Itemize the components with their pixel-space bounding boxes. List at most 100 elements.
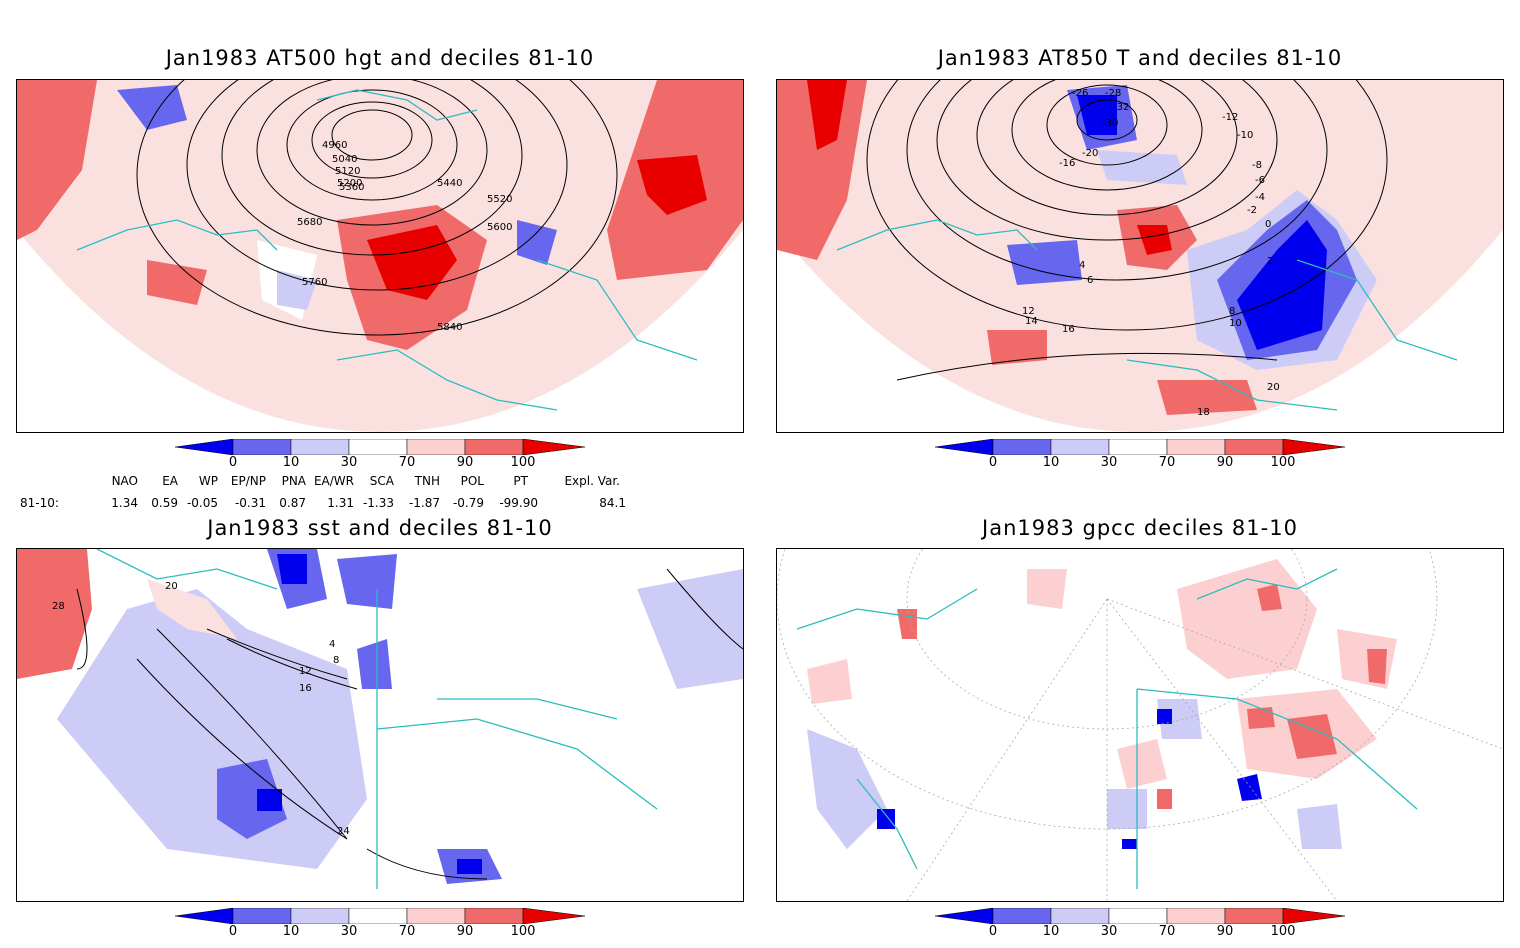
colorbar-tick: 100 (1270, 924, 1296, 939)
index-header: Expl. Var. (564, 474, 620, 488)
contour-label: -30 (1102, 118, 1118, 129)
contour-label: 8 (333, 655, 339, 666)
colorbar-tick: 0 (988, 455, 998, 470)
colorbar-tick: 100 (1270, 455, 1296, 470)
contour-label: 4960 (322, 140, 347, 151)
index-header: NAO (111, 474, 138, 488)
index-value: 1.34 (111, 496, 138, 510)
index-value: -99.90 (499, 496, 538, 510)
contour-label: -10 (1237, 130, 1253, 141)
contour-label: 16 (299, 683, 312, 694)
contour-label: 12 (1022, 306, 1035, 317)
index-value: 0.87 (279, 496, 306, 510)
index-row-label: 81-10: (20, 496, 59, 510)
index-header: PT (513, 474, 528, 488)
map-t850: -26 -28 -32 -30 -20 -16 -12 -10 -8 -6 -4… (776, 79, 1504, 433)
contour-label: 24 (337, 826, 350, 837)
contour-label: 5040 (332, 154, 357, 165)
panel-title-gpcc: Jan1983 gpcc deciles 81-10 (982, 516, 1298, 540)
colorbar-tick: 10 (1042, 455, 1060, 470)
contour-label: 4 (1079, 260, 1085, 271)
panel-title-t850: Jan1983 AT850 T and deciles 81-10 (937, 46, 1343, 70)
panel-title-hgt: Jan1983 AT500 hgt and deciles 81-10 (165, 46, 595, 70)
contour-label: -28 (1105, 88, 1121, 99)
contour-label: -2 (1247, 205, 1257, 216)
index-value: -0.05 (186, 496, 218, 510)
contour-label: 5680 (297, 217, 322, 228)
index-value: 84.1 (599, 496, 626, 510)
map-hgt: 4960 5040 5120 5200 5360 5440 5520 5600 … (16, 79, 744, 433)
contour-label: 5440 (437, 178, 462, 189)
colorbar-tick: 90 (456, 455, 474, 470)
index-header: TNH (414, 474, 440, 488)
contour-label: 5120 (335, 166, 360, 177)
contour-label: 5840 (437, 322, 462, 333)
index-value: 1.31 (327, 496, 354, 510)
contour-label: 10 (1229, 318, 1242, 329)
colorbar-tick: 90 (1216, 924, 1234, 939)
contour-label: 4 (329, 639, 335, 650)
colorbar-tick: 30 (1100, 924, 1118, 939)
colorbar-tick: 10 (282, 924, 300, 939)
colorbar-tick: 100 (510, 924, 536, 939)
contour-label: 18 (1197, 407, 1210, 418)
contour-label: 6 (1087, 275, 1093, 286)
panel-title-sst: Jan1983 sst and deciles 81-10 (207, 516, 553, 540)
contour-label: -12 (1222, 112, 1238, 123)
contour-label: -16 (1059, 158, 1075, 169)
contour-label: -6 (1255, 175, 1265, 186)
contour-label: 5760 (302, 277, 327, 288)
index-header: PNA (281, 474, 306, 488)
contour-label: 16 (1062, 324, 1075, 335)
colorbar-tick: 70 (1158, 455, 1176, 470)
map-sst: 28 20 16 12 8 4 24 (16, 548, 744, 902)
colorbar-tick: 30 (340, 924, 358, 939)
index-value: -1.33 (362, 496, 394, 510)
colorbar-tick: 30 (1100, 455, 1118, 470)
colorbar-t850: 0 10 30 70 90 100 (935, 439, 1355, 479)
contour-label: 20 (1267, 382, 1280, 393)
colorbar-tick: 90 (1216, 455, 1234, 470)
index-header: SCA (369, 474, 394, 488)
teleconnection-index-table: NAO EA WP EP/NP PNA EA/WR SCA TNH POL PT… (20, 474, 700, 516)
colorbar-tick: 0 (228, 455, 238, 470)
colorbar-tick: 70 (1158, 924, 1176, 939)
index-value: -1.87 (408, 496, 440, 510)
index-value: -0.31 (234, 496, 266, 510)
index-header: EP/NP (230, 474, 266, 488)
index-header: EA/WR (313, 474, 354, 488)
colorbar-tick: 0 (988, 924, 998, 939)
contour-label: 2 (1267, 256, 1273, 267)
map-gpcc (776, 548, 1504, 902)
contour-label: 5360 (339, 182, 364, 193)
contour-label: 20 (165, 581, 178, 592)
contour-label: -26 (1072, 88, 1088, 99)
colorbar-hgt: 0 10 30 70 90 100 (175, 439, 595, 479)
contour-label: 8 (1229, 306, 1235, 317)
contour-label: 5600 (487, 222, 512, 233)
contour-label: -32 (1113, 102, 1129, 113)
contour-label: 14 (1025, 316, 1038, 327)
contour-label: 12 (299, 666, 312, 677)
colorbar-sst: 0 10 30 70 90 100 (175, 908, 595, 948)
colorbar-tick: 30 (340, 455, 358, 470)
colorbar-tick: 70 (398, 924, 416, 939)
contour-label: 5520 (487, 194, 512, 205)
index-header: POL (460, 474, 484, 488)
colorbar-gpcc: 0 10 30 70 90 100 (935, 908, 1355, 948)
colorbar-tick: 70 (398, 455, 416, 470)
colorbar-tick: 100 (510, 455, 536, 470)
contour-label: 5200 (337, 178, 362, 189)
colorbar-tick: 10 (282, 455, 300, 470)
index-value: 0.59 (151, 496, 178, 510)
contour-label: -20 (1082, 148, 1098, 159)
index-header: EA (162, 474, 178, 488)
contour-label: 28 (52, 601, 65, 612)
index-value: -0.79 (452, 496, 484, 510)
contour-label: 0 (1265, 219, 1271, 230)
colorbar-tick: 0 (228, 924, 238, 939)
index-header: WP (198, 474, 218, 488)
colorbar-tick: 90 (456, 924, 474, 939)
contour-label: -8 (1252, 160, 1262, 171)
colorbar-tick: 10 (1042, 924, 1060, 939)
